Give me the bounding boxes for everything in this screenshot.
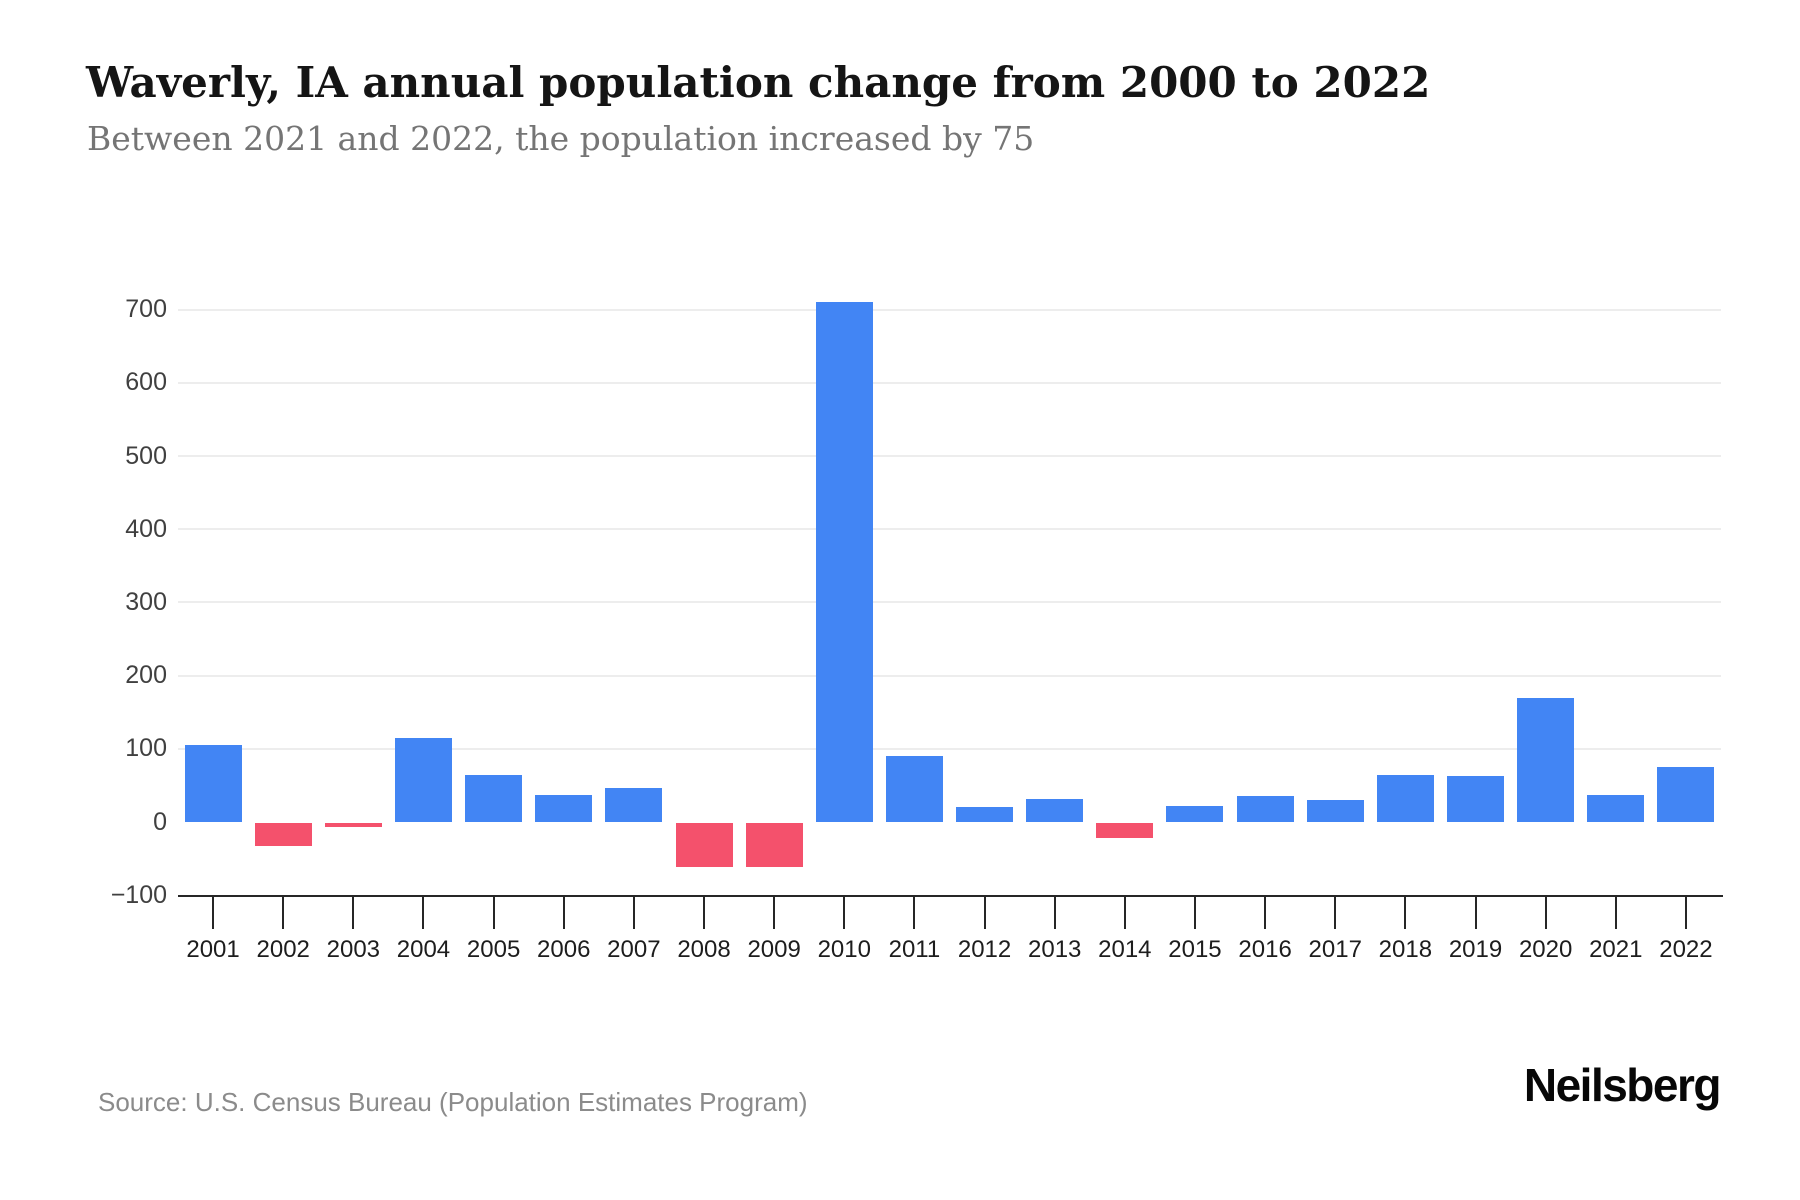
x-axis-label-2011: 2011 xyxy=(888,936,941,963)
x-axis-tick-2010 xyxy=(843,895,846,929)
bar-2017[interactable] xyxy=(1306,800,1364,822)
bar-chart-plot-area: 700 600 500 400 300 200 100 0 −100 2001 2002 2003 20… xyxy=(110,295,1723,963)
x-axis-tick-2016 xyxy=(1264,895,1267,929)
bar-2005[interactable] xyxy=(465,775,523,822)
x-axis-label-2007: 2007 xyxy=(607,936,661,963)
bar-2019[interactable] xyxy=(1447,775,1505,822)
x-axis-label-2019: 2019 xyxy=(1448,936,1503,963)
x-axis-tick-2021 xyxy=(1614,895,1617,929)
x-axis-label-2012: 2012 xyxy=(957,936,1012,963)
gridline-200 xyxy=(178,674,1721,677)
x-axis-label-2003: 2003 xyxy=(326,936,381,963)
x-axis-label-2015: 2015 xyxy=(1168,936,1222,963)
x-axis-label-2004: 2004 xyxy=(396,936,451,963)
x-axis-tick-2004 xyxy=(422,895,425,929)
gridline-100 xyxy=(178,747,1721,750)
y-axis-label-500: 500 xyxy=(125,441,167,470)
gridline-300 xyxy=(178,601,1721,604)
x-axis-label-2013: 2013 xyxy=(1028,936,1082,963)
x-axis-label-2010: 2010 xyxy=(817,936,871,963)
x-axis-label-2016: 2016 xyxy=(1238,936,1292,963)
bar-2010[interactable] xyxy=(815,302,873,822)
x-axis-tick-2014 xyxy=(1123,895,1126,929)
x-axis-tick-2009 xyxy=(773,895,776,929)
bar-2014[interactable] xyxy=(1096,823,1154,839)
x-axis-tick-2006 xyxy=(562,895,565,929)
bar-2018[interactable] xyxy=(1376,775,1434,822)
bar-2022[interactable] xyxy=(1657,767,1715,822)
bar-2007[interactable] xyxy=(605,788,663,822)
y-axis-label-600: 600 xyxy=(125,368,167,397)
x-axis-label-2018: 2018 xyxy=(1378,936,1433,963)
x-axis-label-2021: 2021 xyxy=(1589,936,1643,963)
x-axis-line xyxy=(178,895,1723,897)
gridline-600 xyxy=(178,381,1721,384)
bar-2013[interactable] xyxy=(1026,799,1084,822)
bar-2003[interactable] xyxy=(324,823,382,827)
bar-2016[interactable] xyxy=(1236,795,1294,822)
x-axis-label-2006: 2006 xyxy=(537,936,591,963)
x-axis-tick-2001 xyxy=(212,895,215,929)
bar-2002[interactable] xyxy=(254,823,312,847)
bar-2015[interactable] xyxy=(1166,805,1224,822)
bar-2009[interactable] xyxy=(745,823,803,867)
chart-subtitle: Between 2021 and 2022, the population in… xyxy=(87,119,1035,158)
y-axis-label-300: 300 xyxy=(125,587,167,616)
bar-2012[interactable] xyxy=(956,806,1014,822)
x-axis-label-2022: 2022 xyxy=(1659,936,1713,963)
x-axis-label-2001: 2001 xyxy=(186,936,240,963)
x-axis-tick-2003 xyxy=(352,895,355,929)
gridline-500 xyxy=(178,455,1721,457)
chart-title: Waverly, IA annual population change fro… xyxy=(86,58,1431,107)
x-axis-tick-2013 xyxy=(1053,895,1056,929)
x-axis-label-2017: 2017 xyxy=(1308,936,1362,963)
x-axis-label-2014: 2014 xyxy=(1098,936,1152,963)
bar-2004[interactable] xyxy=(394,737,452,822)
bar-2008[interactable] xyxy=(675,823,733,867)
x-axis-tick-2022 xyxy=(1684,895,1687,929)
gridline-700 xyxy=(178,308,1721,311)
x-axis-tick-2011 xyxy=(913,895,916,929)
x-axis-label-2005: 2005 xyxy=(466,936,521,963)
gridline-400 xyxy=(178,528,1721,531)
y-axis-label--100: −100 xyxy=(110,880,167,909)
x-axis-tick-2019 xyxy=(1474,895,1477,929)
x-axis-label-2020: 2020 xyxy=(1518,936,1573,963)
x-axis-tick-2005 xyxy=(492,895,495,929)
x-axis-tick-2015 xyxy=(1193,895,1196,929)
bar-2006[interactable] xyxy=(535,794,593,822)
x-axis-tick-2020 xyxy=(1544,895,1547,929)
x-axis-tick-2007 xyxy=(632,895,635,929)
y-axis-label-400: 400 xyxy=(125,514,167,543)
bar-2011[interactable] xyxy=(885,756,943,822)
neilsberg-logo: Neilsberg xyxy=(1523,1059,1722,1111)
bar-2020[interactable] xyxy=(1517,697,1575,822)
source-note: Source: U.S. Census Bureau (Population E… xyxy=(98,1087,808,1117)
x-axis-tick-2012 xyxy=(983,895,986,929)
y-axis-label-100: 100 xyxy=(125,734,167,763)
x-axis-tick-2017 xyxy=(1334,895,1337,929)
bar-2001[interactable] xyxy=(184,745,242,822)
x-axis-label-2002: 2002 xyxy=(256,936,310,963)
y-axis-label-0: 0 xyxy=(153,807,167,836)
x-axis-tick-2008 xyxy=(703,895,706,929)
y-axis-label-200: 200 xyxy=(125,661,167,690)
x-axis-label-2008: 2008 xyxy=(677,936,731,963)
bar-2021[interactable] xyxy=(1587,794,1645,822)
x-axis-tick-2018 xyxy=(1404,895,1407,929)
x-axis-label-2009: 2009 xyxy=(747,936,801,963)
x-axis-tick-2002 xyxy=(282,895,285,929)
y-axis-label-700: 700 xyxy=(125,295,167,324)
